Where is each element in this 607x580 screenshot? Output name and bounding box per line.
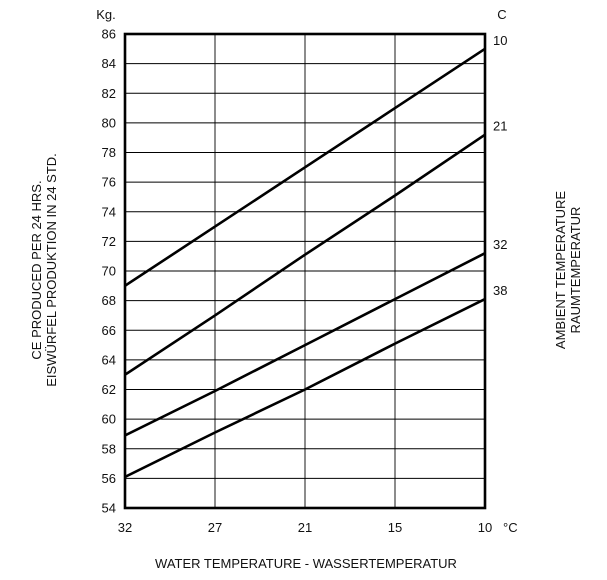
- y-axis-title: CE PRODUCED PER 24 HRS. EISWÜRFEL PRODUK…: [29, 153, 59, 387]
- y-tick-label: 86: [102, 27, 116, 42]
- y-tick-label: 76: [102, 175, 116, 190]
- y-axis-title-line-2: EISWÜRFEL PRODUKTION IN 24 STD.: [44, 153, 59, 387]
- y-tick-label: 66: [102, 323, 116, 338]
- x-tick-label: 10: [478, 520, 492, 535]
- series-label-10: 10: [493, 33, 507, 48]
- y-tick-label: 56: [102, 471, 116, 486]
- y-tick-label: 68: [102, 293, 116, 308]
- plot-frame: [123, 32, 487, 510]
- grid: [125, 33, 485, 509]
- y-tick-label: 64: [102, 352, 116, 367]
- series-label-21: 21: [493, 119, 507, 134]
- y-tick-label: 60: [102, 412, 116, 427]
- x-tick-label: 32: [118, 520, 132, 535]
- y-unit-label: Kg.: [96, 7, 116, 22]
- y-tick-label: 58: [102, 441, 116, 456]
- series-label-38: 38: [493, 283, 507, 298]
- y-axis-title-line-1: CE PRODUCED PER 24 HRS.: [29, 180, 44, 359]
- right-unit-label: C: [497, 7, 506, 22]
- y-tick-label: 78: [102, 145, 116, 160]
- series-labels: 10 21 32 38: [493, 33, 507, 298]
- y-tick-label: 80: [102, 115, 116, 130]
- y-tick-label: 54: [102, 501, 116, 516]
- right-axis-title: AMBIENT TEMPERATURE RAUMTEMPERATUR: [553, 191, 583, 350]
- y-tick-label: 82: [102, 86, 116, 101]
- y-tick-label: 62: [102, 382, 116, 397]
- series-lines: [124, 47, 486, 479]
- y-tick-label: 74: [102, 204, 116, 219]
- x-unit-label: °C: [503, 520, 518, 535]
- series-line-10: [124, 47, 486, 287]
- x-tick-labels: 32 27 21 15 10: [118, 520, 492, 535]
- x-axis-title: WATER TEMPERATURE - WASSERTEMPERATUR: [155, 556, 457, 571]
- y-tick-label: 84: [102, 56, 116, 71]
- series-label-32: 32: [493, 237, 507, 252]
- y-tick-label: 72: [102, 234, 116, 249]
- x-tick-label: 27: [208, 520, 222, 535]
- right-axis-title-line-1: AMBIENT TEMPERATURE: [553, 191, 568, 350]
- x-tick-label: 21: [298, 520, 312, 535]
- right-axis-title-line-2: RAUMTEMPERATUR: [568, 207, 583, 334]
- series-line-21: [124, 133, 486, 376]
- series-line-32: [124, 252, 486, 437]
- x-tick-label: 15: [388, 520, 402, 535]
- series-line-38: [124, 297, 486, 479]
- y-tick-label: 70: [102, 264, 116, 279]
- y-tick-labels: 54 56 58 60 62 64 66 68 70 72 74 76 78 80 82 84 86: [102, 27, 116, 516]
